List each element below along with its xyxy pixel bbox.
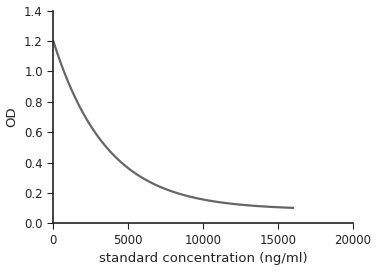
X-axis label: standard concentration (ng/ml): standard concentration (ng/ml) [99, 253, 307, 265]
Y-axis label: OD: OD [6, 107, 18, 127]
